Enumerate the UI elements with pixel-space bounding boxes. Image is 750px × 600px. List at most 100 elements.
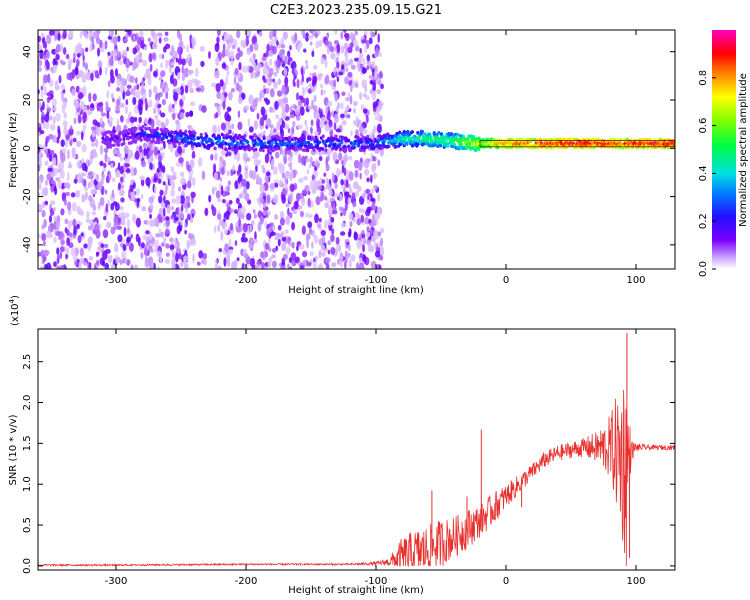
colorbar: 0.0 0.2 0.4 0.6 0.8 Normalized spectral ampl… [698,30,749,277]
signal-cell [277,145,281,149]
noise-cell [152,70,158,77]
noise-cell [349,220,353,228]
noise-cell [323,172,327,177]
signal-cell [147,137,152,142]
noise-cell [92,119,98,126]
noise-cell [282,120,286,129]
noise-cell [328,80,335,86]
signal-cell [170,134,174,139]
noise-cell [348,259,352,268]
noise-cell [73,52,76,59]
noise-cell [314,32,319,39]
noise-cell [317,185,322,191]
noise-cell [49,115,53,121]
noise-cell [64,182,70,189]
noise-cell [104,147,109,154]
noise-cell [241,205,246,215]
noise-cell [57,32,61,42]
noise-cell [363,159,370,169]
noise-cell [198,250,204,259]
noise-cell [119,189,125,197]
noise-cell [324,196,328,201]
noise-cell [70,246,75,257]
noise-cell [77,172,82,183]
noise-cell [287,263,290,269]
noise-cell [345,201,348,212]
noise-cell [265,50,270,58]
noise-cell [45,119,50,130]
noise-cell [110,202,115,211]
noise-cell [287,57,293,62]
signal-cell [352,145,356,150]
noise-cell [105,203,109,214]
noise-cell [217,224,221,232]
noise-cell [295,192,301,202]
noise-cell [263,88,267,94]
signal-cell [199,132,203,137]
noise-cell [289,114,295,119]
noise-cell [268,50,274,57]
noise-cell [247,118,251,127]
signal-cell [179,131,183,135]
noise-cell [251,155,255,160]
noise-cell [125,168,131,174]
noise-cell [361,39,367,44]
noise-cell [372,82,377,91]
noise-cell [363,128,368,134]
noise-cell [160,231,164,238]
noise-cell [377,78,382,86]
noise-cell [340,31,344,40]
noise-cell [113,48,117,54]
noise-cell [63,198,67,206]
signal-cell [337,138,341,143]
signal-cell [118,137,122,142]
signal-cell [226,133,230,137]
signal-cell [348,148,353,153]
noise-cell [74,260,78,267]
noise-cell [111,97,115,103]
noise-cell [66,229,70,237]
noise-cell [335,236,340,245]
noise-cell [117,162,121,171]
noise-cell [183,255,189,262]
noise-cell [160,70,166,78]
noise-cell [228,129,232,135]
noise-cell [42,74,48,84]
noise-cell [73,225,77,236]
noise-cell [251,220,255,226]
noise-cell [103,243,109,248]
noise-cell [272,197,278,203]
signal-cell [338,143,342,147]
noise-cell [224,243,230,253]
noise-cell [195,80,201,85]
noise-cell [312,229,316,238]
noise-cell [82,59,86,68]
noise-cell [354,169,359,178]
noise-cell [48,153,53,162]
signal-cell [256,142,260,147]
noise-cell [161,151,165,159]
noise-cell [371,203,376,210]
noise-cell [134,264,139,269]
noise-cell [117,225,122,230]
noise-cell [44,148,49,154]
spectrogram-y-label: Frequency (Hz) [8,112,19,188]
colorbar-label: Normalized spectral amplitude [738,73,749,227]
noise-cell [259,215,264,225]
noise-cell [68,242,74,249]
noise-cell [135,217,141,228]
noise-cell [343,30,347,33]
noise-cell [311,241,314,249]
signal-cell [332,136,336,141]
noise-cell [244,192,250,202]
signal-cell [461,134,465,139]
noise-cell [40,89,44,99]
noise-cell [135,233,140,243]
noise-cell [295,114,301,121]
noise-cell [318,151,323,157]
noise-cell [262,210,267,216]
signal-cell [261,148,265,153]
noise-cell [120,77,126,86]
noise-cell [48,30,55,36]
noise-cell [116,78,121,87]
